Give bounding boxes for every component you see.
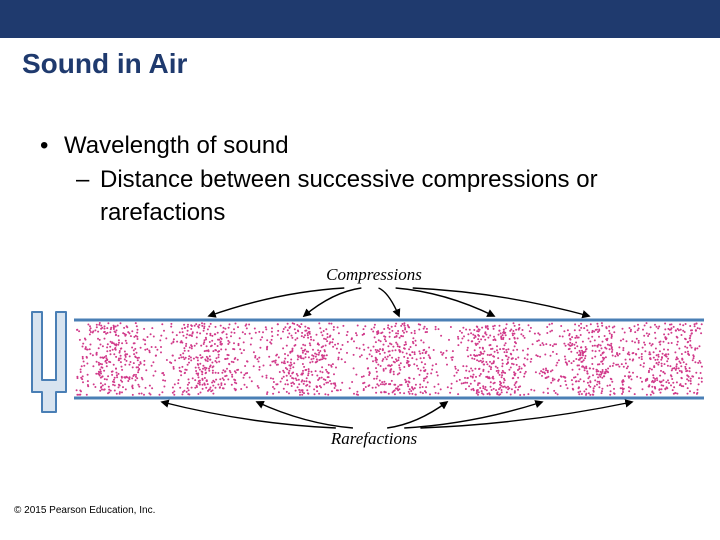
bullet-dash-icon: – [76, 164, 100, 229]
bullet-level1: • Wavelength of sound [40, 130, 720, 162]
bullet-list: • Wavelength of sound – Distance between… [40, 130, 720, 229]
bullet-level1-text: Wavelength of sound [64, 130, 289, 162]
svg-text:Rarefactions: Rarefactions [330, 429, 418, 448]
header-bar [0, 0, 720, 38]
bullet-level2: – Distance between successive compressio… [76, 164, 720, 229]
svg-text:Compressions: Compressions [326, 265, 422, 284]
slide-title: Sound in Air [22, 48, 720, 80]
bullet-level2-text: Distance between successive compressions… [100, 164, 660, 229]
copyright-text: © 2015 Pearson Education, Inc. [14, 505, 155, 516]
bullet-dot-icon: • [40, 130, 64, 162]
sound-wave-diagram: Compressions Rarefactions [14, 260, 706, 460]
